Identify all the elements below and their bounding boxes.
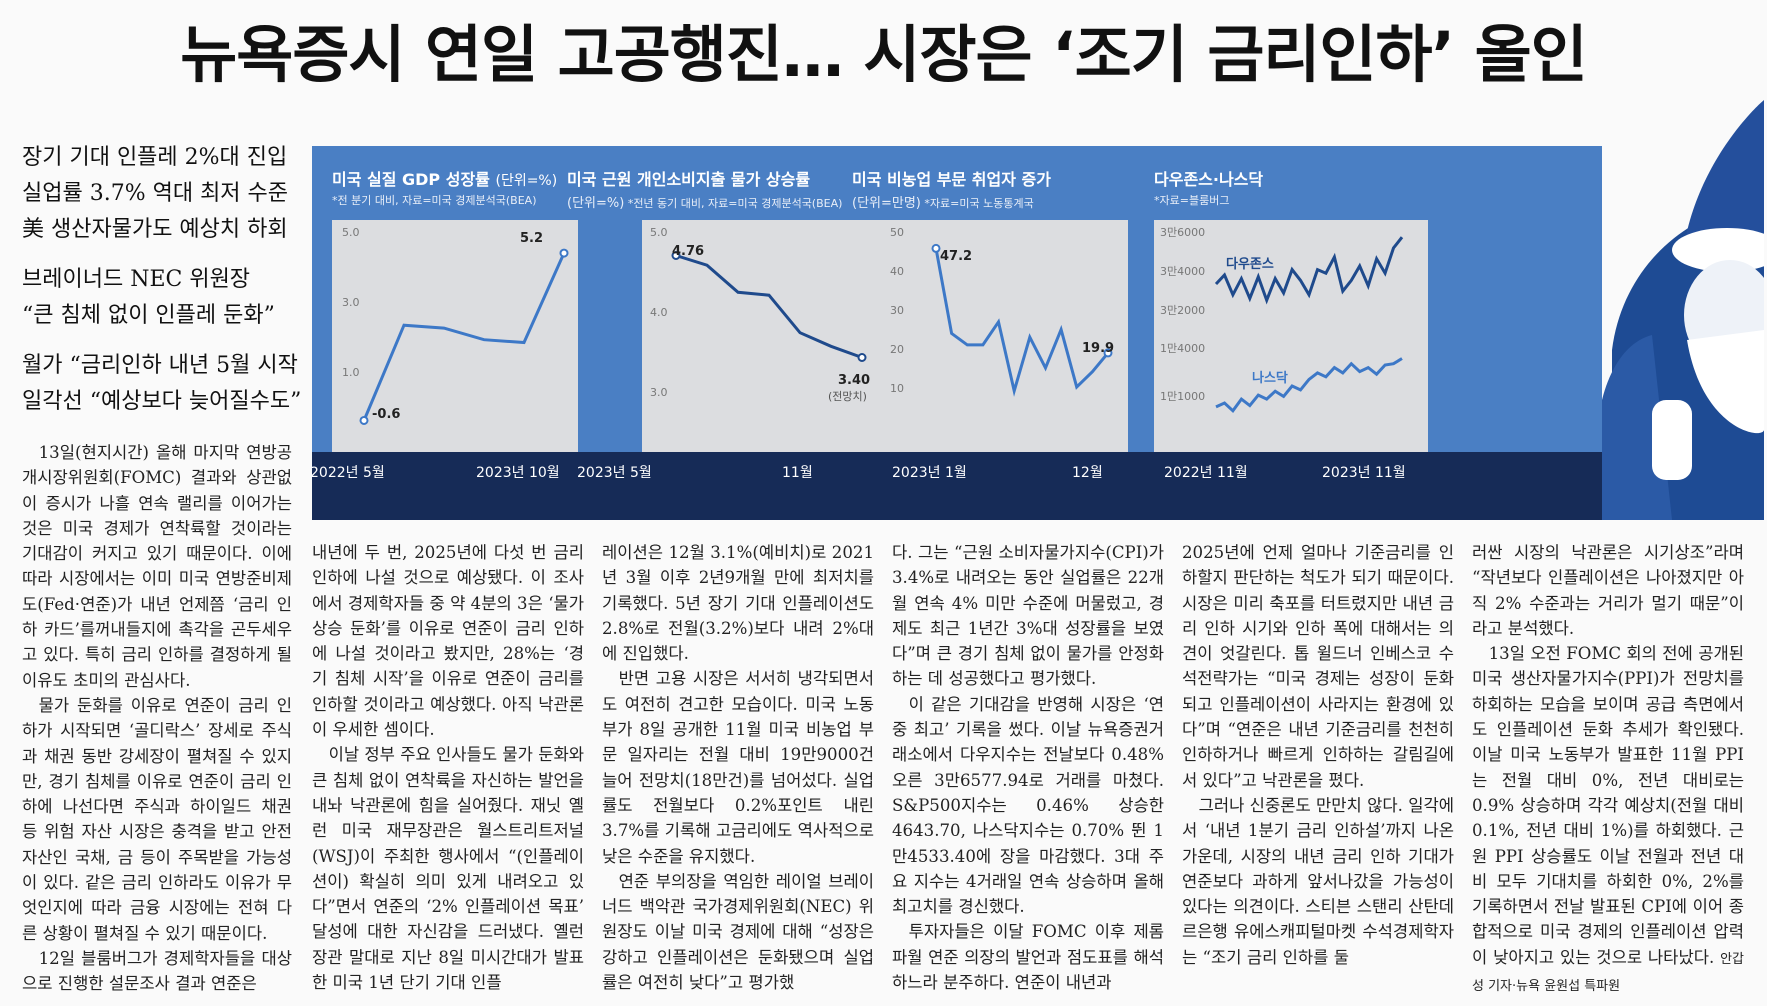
chart4-nasdaq-line — [1215, 357, 1403, 414]
chart4-ytick: 3만2000 — [1160, 304, 1205, 317]
article-paragraph: 러싼 시장의 낙관론은 시기상조”라며 “작년보다 인플레이션은 나아졌지만 아… — [1472, 543, 1744, 638]
chart4-ytick: 1만4000 — [1160, 342, 1205, 355]
article-column-2: 내년에 두 번, 2025년에 다섯 번 금리 인하에 나설 것으로 예상됐다.… — [312, 540, 584, 995]
article-paragraph: 13일 오전 FOMC 회의 전에 공개된 미국 생산자물가지수(PPI)가 전… — [1472, 641, 1744, 999]
article-paragraph: 내년에 두 번, 2025년에 다섯 번 금리 인하에 나설 것으로 예상됐다.… — [312, 543, 584, 740]
article-paragraph: 이 같은 기대감을 반영해 시장은 ‘연중 최고’ 기록을 썼다. 이날 뉴욕증… — [892, 694, 1164, 917]
chart1-title: 미국 실질 GDP 성장률 (단위=%) — [332, 170, 558, 189]
chart4-dow-label: 다우존스 — [1226, 256, 1274, 272]
chart1-source: *전 분기 대비, 자료=미국 경제분석국(BEA) — [332, 194, 537, 207]
chart4-ytick: 1만1000 — [1160, 390, 1205, 403]
chart3-label-last: 19.9 — [1082, 341, 1114, 356]
chart4-source: *자료=블룸버그 — [1154, 194, 1230, 207]
subhead-group-3: 월가 “금리인하 내년 5월 시작 일각선 “예상보다 늦어질수도” — [22, 348, 312, 420]
santa-illustration — [1602, 100, 1764, 520]
chart3-source: (단위=만명) *자료=미국 노동통계국 — [852, 196, 1034, 211]
article-paragraph: 이날 정부 주요 인사들도 물가 둔화와 큰 침체 없이 연착륙을 자신하는 발… — [312, 745, 584, 993]
chart4-ytick: 3만6000 — [1160, 226, 1205, 239]
headline: 뉴욕증시 연일 고공행진… 시장은 ‘조기 금리인하’ 올인 — [180, 18, 1587, 91]
chart-axis-strip — [312, 452, 1602, 520]
byline: 안갑성 기자·뉴욕 윤원섭 특파원 — [1472, 951, 1744, 995]
chart2-title: 미국 근원 개인소비지출 물가 상승률 — [567, 170, 811, 189]
chart3-label-first: 47.2 — [940, 249, 972, 264]
chart2-point-first — [671, 251, 681, 260]
subhead-line: 월가 “금리인하 내년 5월 시작 — [22, 353, 298, 378]
article-paragraph-text: 13일 오전 FOMC 회의 전에 공개된 미국 생산자물가지수(PPI)가 전… — [1472, 644, 1744, 967]
chart3-svg: 50 40 30 20 10 47.2 19.9 — [890, 226, 1114, 397]
chart1-point-last — [559, 248, 569, 258]
chart2-ytick: 3.0 — [650, 386, 668, 399]
chart3-line — [934, 248, 1110, 397]
article-paragraph: 12일 블룸버그가 경제학자들을 대상으로 진행한 설문조사 결과 연준은 — [22, 948, 292, 994]
chart3-xlabel-end: 12월 — [1072, 465, 1103, 481]
chart1-point-first — [359, 415, 369, 425]
subhead-line: 일각선 “예상보다 늦어질수도” — [22, 389, 302, 414]
subhead-group-2: 브레이너드 NEC 위원장 “큰 침체 없이 인플레 둔화” — [22, 262, 312, 334]
chart2-label-forecast: (전망치) — [828, 390, 867, 403]
article-column-3: 레이션은 12월 3.1%(예비치)로 2021년 3월 이후 2년9개월 만에… — [602, 540, 874, 995]
subhead-line: 브레이너드 NEC 위원장 — [22, 267, 251, 292]
article-column-4: 다. 그는 “근원 소비자물가지수(CPI)가 3.4%로 내려오는 동안 실업… — [892, 540, 1164, 995]
chart4-xlabel-start: 2022년 11월 — [1164, 465, 1248, 481]
chart1-ytick: 3.0 — [342, 296, 360, 309]
article-paragraph: 다. 그는 “근원 소비자물가지수(CPI)가 3.4%로 내려오는 동안 실업… — [892, 543, 1164, 689]
chart2-plot: 5.0 4.0 3.0 4.76 3.40 (전망치) — [642, 220, 888, 452]
chart2-label-last: 3.40 — [838, 373, 870, 388]
chart4-plot: 3만6000 3만4000 3만2000 1만4000 1만1000 다우존스 … — [1154, 220, 1428, 452]
chart1-ytick: 5.0 — [342, 226, 360, 239]
chart2-source: (단위=%) *전년 동기 대비, 자료=미국 경제분석국(BEA) — [567, 196, 843, 211]
chart4-dow-line — [1214, 236, 1404, 305]
chart3-ytick: 20 — [890, 343, 904, 356]
chart2-line — [675, 254, 863, 359]
chart4-xlabel-end: 2023년 11월 — [1322, 465, 1406, 481]
chart1-line — [362, 252, 566, 422]
subhead-line: 美 생산자물가도 예상치 하회 — [22, 217, 288, 242]
chart1-label-first: -0.6 — [372, 407, 400, 422]
article-paragraph: 물가 둔화를 이유로 연준이 금리 인하가 시작되면 ‘골디락스’ 장세로 주식… — [22, 695, 292, 943]
chart2-xlabel-start: 2023년 5월 — [577, 465, 652, 481]
article-paragraph: 레이션은 12월 3.1%(예비치)로 2021년 3월 이후 2년9개월 만에… — [602, 543, 874, 664]
chart1-plot: 5.0 3.0 1.0 -0.6 5.2 — [332, 220, 578, 452]
chart4-nasdaq-label: 나스닥 — [1252, 370, 1288, 386]
chart3-ytick: 30 — [890, 304, 904, 317]
article-paragraph: 13일(현지시간) 올해 마지막 연방공개시장위원회(FOMC) 결과와 상관없… — [22, 443, 292, 690]
article-column-5: 2025년에 언제 얼마나 기준금리를 인하할지 판단하는 척도가 되기 때문이… — [1182, 540, 1454, 970]
subhead-line: 실업률 3.7% 역대 최저 수준 — [22, 181, 289, 206]
chart3-plot: 50 40 30 20 10 47.2 19.9 — [882, 220, 1128, 452]
chart2-point-last — [857, 353, 867, 362]
chart4-ytick: 3만4000 — [1160, 265, 1205, 278]
article-paragraph: 반면 고용 시장은 서서히 냉각되면서도 여전히 견고한 모습이다. 미국 노동… — [602, 669, 874, 866]
chart2-ytick: 4.0 — [650, 306, 668, 319]
article-paragraph: 그러나 신중론도 만만치 않다. 일각에서 ‘내년 1분기 금리 인하설’까지 … — [1182, 795, 1454, 967]
chart4-title: 다우존스·나스닥 — [1154, 170, 1264, 189]
subhead-group-1: 장기 기대 인플레 2%대 진입 실업률 3.7% 역대 최저 수준 美 생산자… — [22, 140, 312, 248]
chart1-ytick: 1.0 — [342, 366, 360, 379]
chart3-ytick: 40 — [890, 265, 904, 278]
chart1-xlabel-end: 2023년 10월 — [476, 465, 560, 481]
chart3-point-first — [931, 243, 941, 253]
chart3-title: 미국 비농업 부문 취업자 증가 — [852, 170, 1051, 189]
subhead-line: 장기 기대 인플레 2%대 진입 — [22, 145, 288, 170]
chart3-ytick: 10 — [890, 382, 904, 395]
chart2-svg: 5.0 4.0 3.0 4.76 3.40 (전망치) — [650, 226, 870, 403]
article-paragraph: 투자자들은 이달 FOMC 이후 제롬 파월 연준 의장의 발언과 점도표를 해… — [892, 922, 1164, 993]
chart1-label-last: 5.2 — [520, 231, 543, 246]
chart1-xlabel-start: 2022년 5월 — [312, 465, 385, 481]
article-column-6: 러싼 시장의 낙관론은 시기상조”라며 “작년보다 인플레이션은 나아졌지만 아… — [1472, 540, 1744, 999]
chart3-xlabel-start: 2023년 1월 — [892, 465, 967, 481]
infographic: 미국 실질 GDP 성장률 (단위=%) *전 분기 대비, 자료=미국 경제분… — [312, 100, 1764, 520]
chart2-xlabel-end: 11월 — [782, 465, 813, 481]
chart3-ytick: 50 — [890, 226, 904, 239]
chart1-svg: 5.0 3.0 1.0 -0.6 5.2 — [342, 226, 569, 425]
chart4-svg: 3만6000 3만4000 3만2000 1만4000 1만1000 다우존스 … — [1160, 226, 1404, 414]
chart2-label-first: 4.76 — [672, 244, 704, 259]
chart2-ytick: 5.0 — [650, 226, 668, 239]
chart3-point-last — [1103, 348, 1113, 358]
article-paragraph: 2025년에 언제 얼마나 기준금리를 인하할지 판단하는 척도가 되기 때문이… — [1182, 543, 1454, 790]
subhead-line: “큰 침체 없이 인플레 둔화” — [22, 303, 275, 328]
article-column-1: 13일(현지시간) 올해 마지막 연방공개시장위원회(FOMC) 결과와 상관없… — [22, 440, 292, 997]
subheadlines: 장기 기대 인플레 2%대 진입 실업률 3.7% 역대 최저 수준 美 생산자… — [22, 140, 312, 434]
article-paragraph: 연준 부의장을 역임한 레이얼 브레이너드 백악관 국가경제위원회(NEC) 위… — [602, 871, 874, 993]
